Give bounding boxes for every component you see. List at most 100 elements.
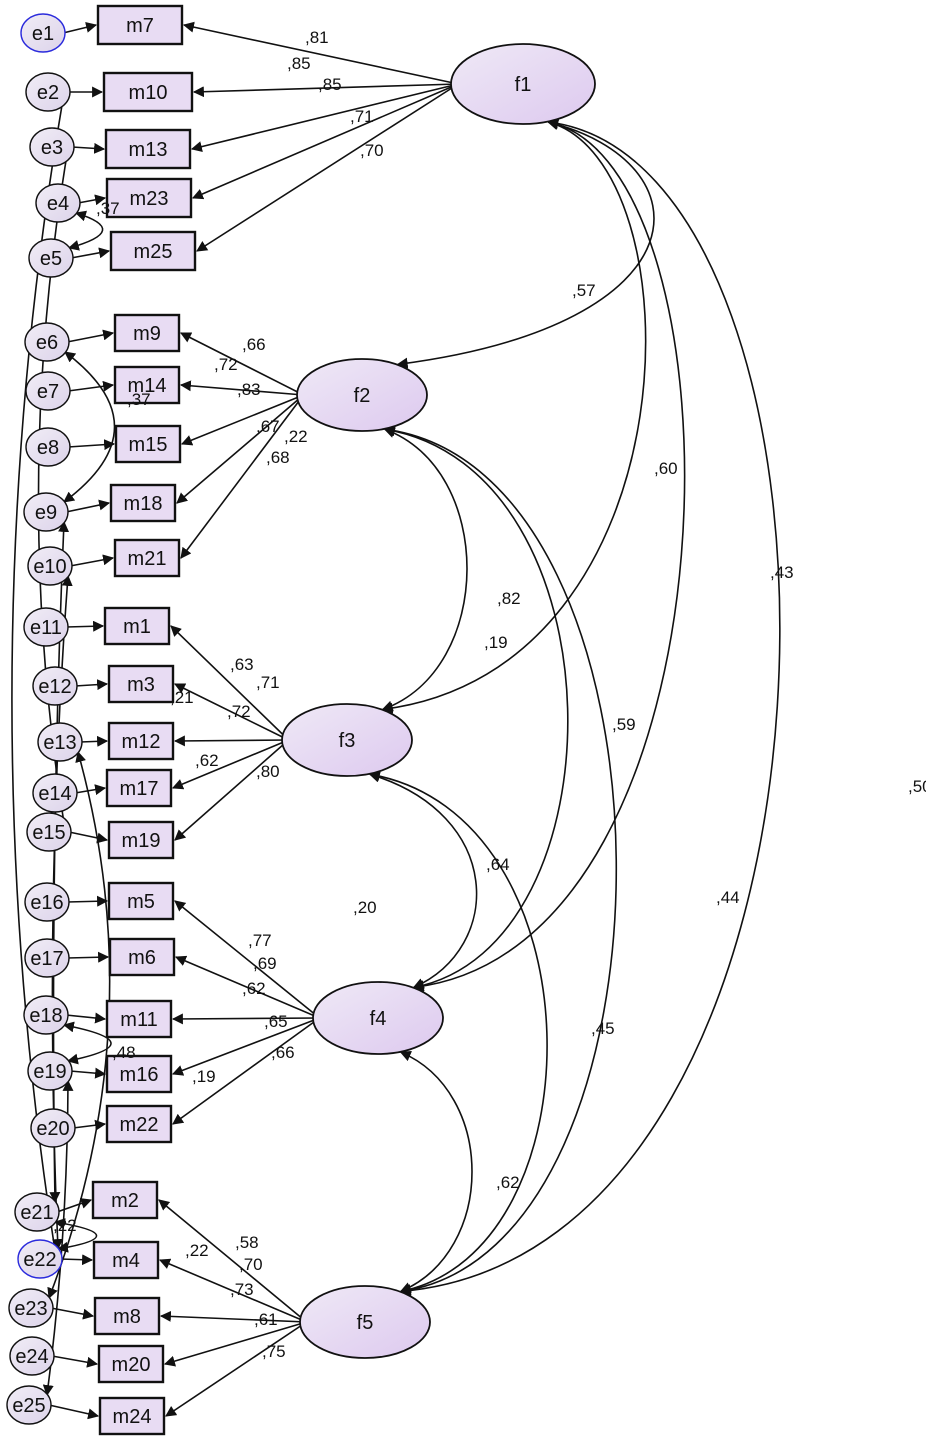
- indicator-m22[interactable]: m22: [105, 1104, 173, 1144]
- loading-label-m1: ,63: [230, 655, 254, 674]
- indicator-label-m19: m19: [122, 830, 161, 852]
- error-e19[interactable]: e19: [27, 1051, 73, 1091]
- loading-label-m13: ,85: [318, 75, 342, 94]
- error-path-e24: [51, 1355, 99, 1368]
- error-e24[interactable]: e24: [9, 1336, 55, 1376]
- indicator-label-m2: m2: [111, 1190, 139, 1212]
- loading-label-m23: ,71: [350, 107, 374, 126]
- indicator-m23[interactable]: m23: [105, 177, 193, 219]
- indicator-m17[interactable]: m17: [105, 768, 173, 808]
- error-covariance-label-e4-e5: ,37: [96, 199, 120, 218]
- loading-path-m13: [190, 83, 459, 152]
- error-e1[interactable]: e1: [20, 13, 66, 53]
- error-e10[interactable]: e10: [27, 546, 73, 586]
- error-label-e5: e5: [40, 248, 62, 270]
- indicator-m14[interactable]: m14: [113, 365, 181, 405]
- error-path-e21: [56, 1198, 93, 1213]
- error-path-e6: [66, 329, 115, 343]
- error-e5[interactable]: e5: [28, 238, 74, 278]
- error-e20[interactable]: e20: [30, 1108, 76, 1148]
- loading-path-m2: [158, 1199, 308, 1323]
- indicator-m1[interactable]: m1: [103, 606, 171, 646]
- indicator-m5[interactable]: m5: [107, 881, 175, 921]
- indicator-label-m6: m6: [128, 947, 156, 969]
- error-e16[interactable]: e16: [24, 882, 70, 922]
- indicator-m7[interactable]: m7: [96, 4, 184, 46]
- error-label-e9: e9: [35, 502, 57, 524]
- error-e21[interactable]: e21: [14, 1192, 60, 1232]
- error-e25[interactable]: e25: [6, 1385, 52, 1425]
- indicator-m20[interactable]: m20: [97, 1344, 165, 1384]
- indicator-m12[interactable]: m12: [107, 721, 175, 761]
- error-e22[interactable]: e22: [17, 1239, 63, 1279]
- loading-label-m3: ,71: [256, 673, 280, 692]
- indicator-m24[interactable]: m24: [98, 1396, 166, 1436]
- indicator-label-m17: m17: [120, 778, 159, 800]
- indicator-m15[interactable]: m15: [114, 424, 182, 464]
- loading-label-m14: ,72: [214, 355, 238, 374]
- loading-path-m17: [171, 739, 289, 790]
- factor-f2[interactable]: f2: [296, 358, 428, 432]
- error-path-e11: [65, 620, 105, 632]
- covariance-label-f1-f4: ,43: [770, 563, 794, 582]
- indicator-m2[interactable]: m2: [91, 1180, 159, 1220]
- indicator-m25[interactable]: m25: [109, 230, 197, 272]
- covariance-label-f2-f4: ,59: [612, 715, 636, 734]
- indicator-m16[interactable]: m16: [105, 1054, 173, 1094]
- factor-f4[interactable]: f4: [312, 981, 444, 1055]
- indicator-m19[interactable]: m19: [107, 820, 175, 860]
- error-path-e19: [69, 1067, 107, 1079]
- error-label-e12: e12: [38, 676, 71, 698]
- loading-path-m18: [176, 394, 305, 504]
- loading-path-m14: [179, 380, 304, 396]
- loading-path-m3: [174, 683, 289, 741]
- error-e2[interactable]: e2: [25, 72, 71, 112]
- error-e11[interactable]: e11: [23, 607, 69, 647]
- error-covariance-label-e15-e3: ,20: [353, 898, 377, 917]
- error-e9[interactable]: e9: [23, 492, 69, 532]
- error-e8[interactable]: e8: [25, 427, 71, 467]
- covariance-f2-f4: [383, 425, 569, 991]
- covariance-f4-f5: [399, 1050, 473, 1293]
- indicator-m18[interactable]: m18: [109, 483, 177, 523]
- error-e3[interactable]: e3: [29, 127, 75, 167]
- error-label-e2: e2: [37, 82, 59, 104]
- error-covariance-label-e21-e22: ,22: [53, 1216, 77, 1235]
- path-layer: [48, 21, 459, 1420]
- error-e7[interactable]: e7: [25, 371, 71, 411]
- factor-f5[interactable]: f5: [299, 1285, 431, 1359]
- loading-label-m19: ,80: [256, 762, 280, 781]
- error-path-e3: [71, 142, 106, 154]
- indicator-m9[interactable]: m9: [113, 313, 181, 353]
- covariance-f2-f3: [381, 427, 468, 712]
- error-e18[interactable]: e18: [23, 995, 69, 1035]
- factor-f3[interactable]: f3: [281, 703, 413, 777]
- loading-label-m7: ,81: [305, 28, 329, 47]
- indicator-m21[interactable]: m21: [113, 538, 181, 578]
- error-e14[interactable]: e14: [32, 773, 78, 813]
- indicator-label-m22: m22: [120, 1114, 159, 1136]
- indicator-m4[interactable]: m4: [92, 1240, 160, 1280]
- error-covariance-label-e19-e25: ,19: [192, 1067, 216, 1086]
- indicator-m11[interactable]: m11: [105, 999, 173, 1039]
- error-e6[interactable]: e6: [24, 322, 70, 362]
- loading-path-m9: [180, 332, 304, 396]
- covariance-label-f2-f3: ,82: [497, 589, 521, 608]
- factor-label-f1: f1: [515, 74, 532, 96]
- error-e23[interactable]: e23: [8, 1288, 54, 1328]
- error-e12[interactable]: e12: [32, 666, 78, 706]
- indicator-m3[interactable]: m3: [107, 664, 175, 704]
- indicator-m13[interactable]: m13: [104, 128, 192, 170]
- indicator-m10[interactable]: m10: [102, 71, 194, 113]
- error-e17[interactable]: e17: [24, 938, 70, 978]
- error-covariance-label-e13-e23: ,21: [170, 688, 194, 707]
- factor-f1[interactable]: f1: [450, 43, 596, 125]
- error-label-e14: e14: [38, 783, 71, 805]
- error-e13[interactable]: e13: [37, 722, 83, 762]
- indicator-m6[interactable]: m6: [108, 937, 176, 977]
- error-e4[interactable]: e4: [35, 183, 81, 223]
- indicator-m8[interactable]: m8: [93, 1296, 161, 1336]
- error-e15[interactable]: e15: [26, 812, 72, 852]
- error-label-e13: e13: [43, 732, 76, 754]
- indicator-label-m23: m23: [130, 188, 169, 210]
